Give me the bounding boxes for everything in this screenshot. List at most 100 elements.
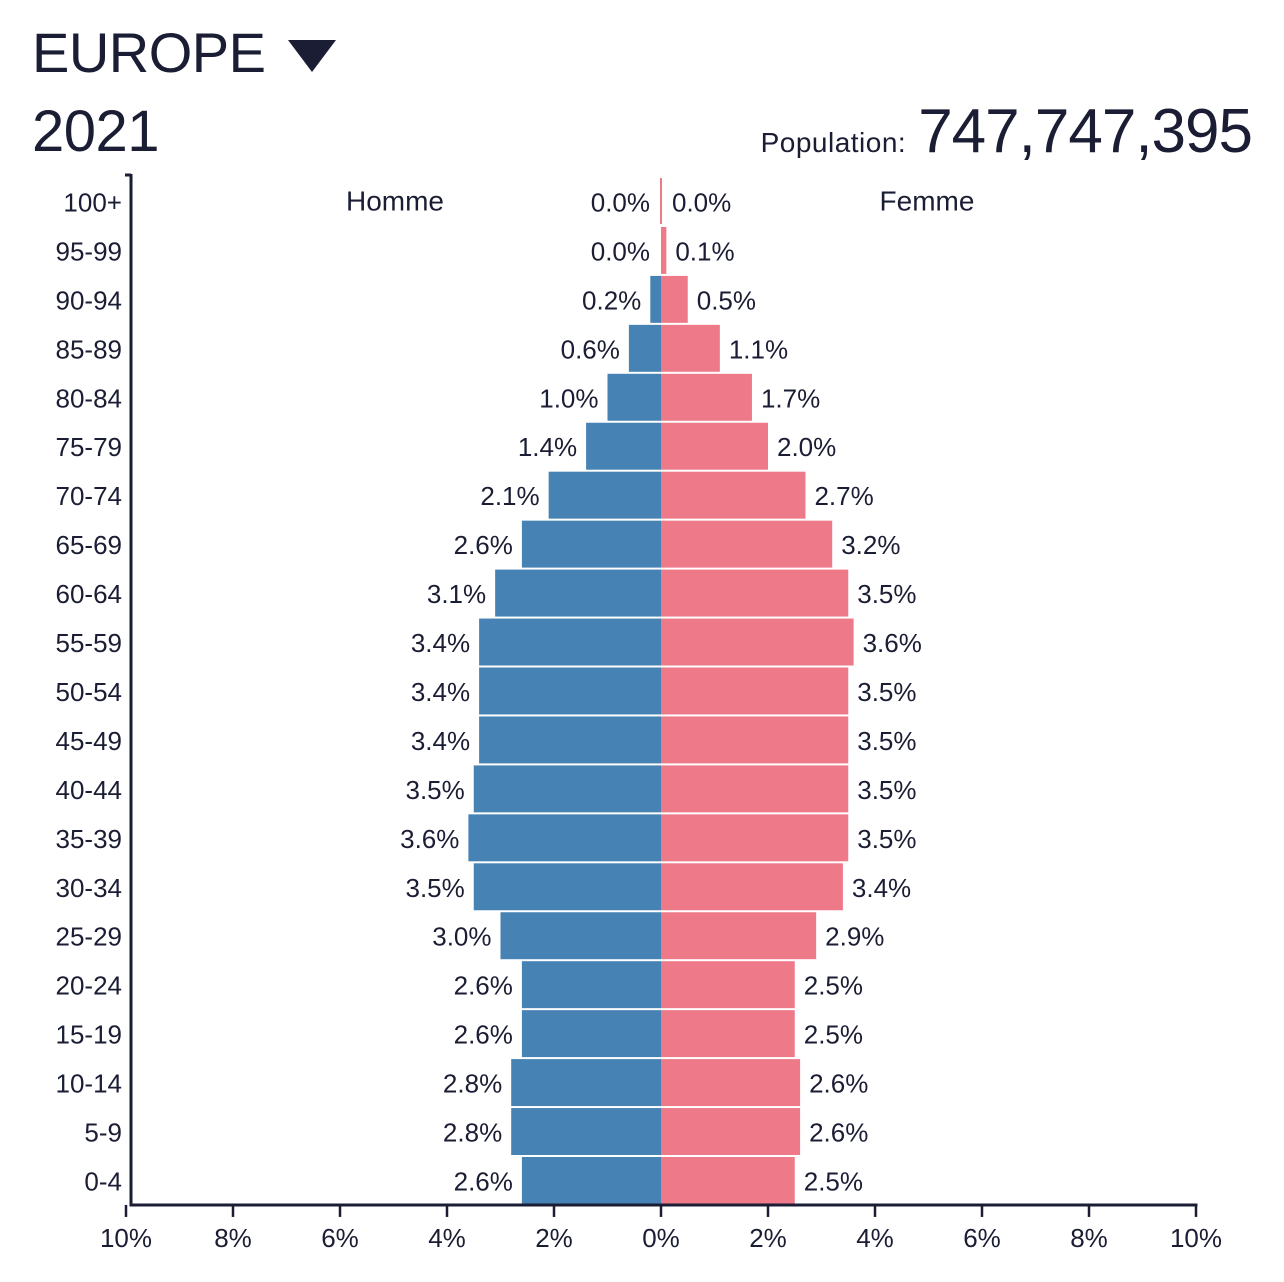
female-bar [661, 765, 849, 813]
female-value-label: 2.6% [809, 1118, 868, 1148]
female-value-label: 2.9% [825, 922, 884, 952]
male-value-label: 0.2% [582, 285, 641, 315]
male-value-label: 1.4% [518, 432, 577, 462]
x-tick-label: 8% [1070, 1223, 1108, 1253]
female-value-label: 2.5% [804, 971, 863, 1001]
age-group-label: 40-44 [56, 775, 123, 805]
female-bar [661, 1108, 801, 1155]
age-group-label: 45-49 [56, 726, 123, 756]
x-tick-label: 6% [321, 1223, 359, 1253]
x-tick-label: 4% [856, 1223, 894, 1253]
age-group-label: 85-89 [56, 334, 123, 364]
male-bar [650, 275, 661, 323]
region-selector[interactable]: EUROPE [32, 20, 336, 85]
female-bar [661, 569, 849, 617]
age-group-label: 50-54 [56, 677, 123, 707]
age-group-label: 5-9 [84, 1118, 122, 1148]
x-tick-label: 10% [1170, 1223, 1222, 1253]
male-bar [521, 1010, 661, 1058]
female-bar [661, 373, 752, 421]
legend-female: Femme [880, 185, 975, 216]
female-value-label: 0.0% [672, 187, 731, 217]
age-group-label: 25-29 [56, 922, 123, 952]
male-value-label: 2.6% [454, 971, 513, 1001]
male-bar [473, 765, 661, 813]
male-bar [473, 863, 661, 911]
age-group-label: 80-84 [56, 383, 123, 413]
male-bar [607, 373, 661, 421]
male-value-label: 2.6% [454, 1166, 513, 1196]
female-value-label: 2.7% [814, 481, 873, 511]
male-bar [628, 324, 661, 372]
male-bar [468, 814, 661, 862]
female-bar [661, 422, 768, 470]
female-value-label: 2.6% [809, 1069, 868, 1099]
male-value-label: 2.6% [454, 530, 513, 560]
female-value-label: 3.5% [857, 677, 916, 707]
age-group-label: 0-4 [84, 1166, 122, 1196]
population-label: Population: [760, 127, 907, 158]
female-bar [661, 520, 833, 568]
female-bar [661, 275, 688, 323]
male-value-label: 2.6% [454, 1020, 513, 1050]
female-value-label: 3.5% [857, 726, 916, 756]
x-tick-label: 0% [642, 1223, 680, 1253]
female-value-label: 2.5% [804, 1166, 863, 1196]
male-value-label: 3.1% [427, 579, 486, 609]
region-name: EUROPE [32, 21, 266, 84]
female-bar [661, 618, 854, 666]
female-value-label: 1.7% [761, 383, 820, 413]
female-bar [661, 324, 720, 372]
male-value-label: 3.4% [411, 628, 470, 658]
female-value-label: 3.5% [857, 579, 916, 609]
female-bar [661, 226, 667, 274]
male-bar [521, 1157, 661, 1204]
male-value-label: 3.6% [400, 824, 459, 854]
male-value-label: 2.8% [443, 1069, 502, 1099]
female-value-label: 2.0% [777, 432, 836, 462]
male-bar [479, 618, 661, 666]
female-value-label: 0.5% [697, 285, 756, 315]
age-group-label: 15-19 [56, 1020, 123, 1050]
male-value-label: 0.6% [561, 334, 620, 364]
male-value-label: 3.4% [411, 726, 470, 756]
female-value-label: 1.1% [729, 334, 788, 364]
male-bar [521, 961, 661, 1009]
x-tick-label: 4% [428, 1223, 466, 1253]
female-value-label: 3.5% [857, 824, 916, 854]
x-tick-label: 2% [749, 1223, 787, 1253]
female-bar [661, 667, 849, 715]
male-bar [586, 422, 661, 470]
male-bar [500, 912, 661, 960]
female-value-label: 2.5% [804, 1020, 863, 1050]
male-bar [479, 667, 661, 715]
female-bar [661, 716, 849, 764]
male-value-label: 3.0% [432, 922, 491, 952]
age-group-label: 95-99 [56, 236, 123, 266]
female-bar [661, 814, 849, 862]
population-value: 747,747,395 [918, 97, 1253, 166]
male-value-label: 2.1% [480, 481, 539, 511]
male-bar [511, 1059, 661, 1107]
female-bar [661, 471, 806, 519]
male-value-label: 0.0% [591, 187, 650, 217]
age-group-label: 20-24 [56, 971, 123, 1001]
age-group-label: 10-14 [56, 1069, 123, 1099]
age-group-label: 55-59 [56, 628, 123, 658]
female-value-label: 0.1% [675, 236, 734, 266]
male-value-label: 0.0% [591, 236, 650, 266]
female-value-label: 3.2% [841, 530, 900, 560]
age-group-label: 90-94 [56, 285, 123, 315]
age-group-label: 100+ [63, 187, 122, 217]
male-bar [548, 471, 661, 519]
male-value-label: 2.8% [443, 1118, 502, 1148]
female-value-label: 3.4% [852, 873, 911, 903]
age-group-label: 70-74 [56, 481, 123, 511]
legend-male: Homme [346, 185, 444, 216]
male-bar [495, 569, 661, 617]
age-group-label: 60-64 [56, 579, 123, 609]
male-value-label: 3.5% [405, 873, 464, 903]
female-bar [661, 1010, 795, 1058]
age-group-label: 35-39 [56, 824, 123, 854]
population-summary: Population: 747,747,395 [760, 96, 1253, 167]
